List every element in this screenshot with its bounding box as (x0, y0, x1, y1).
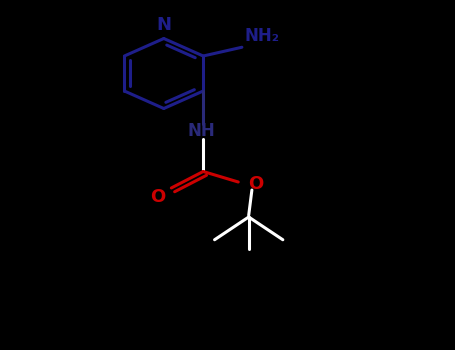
Text: O: O (150, 188, 165, 206)
Text: O: O (248, 175, 263, 193)
Text: NH: NH (187, 122, 215, 140)
Text: NH₂: NH₂ (244, 28, 279, 46)
Text: N: N (157, 16, 171, 34)
